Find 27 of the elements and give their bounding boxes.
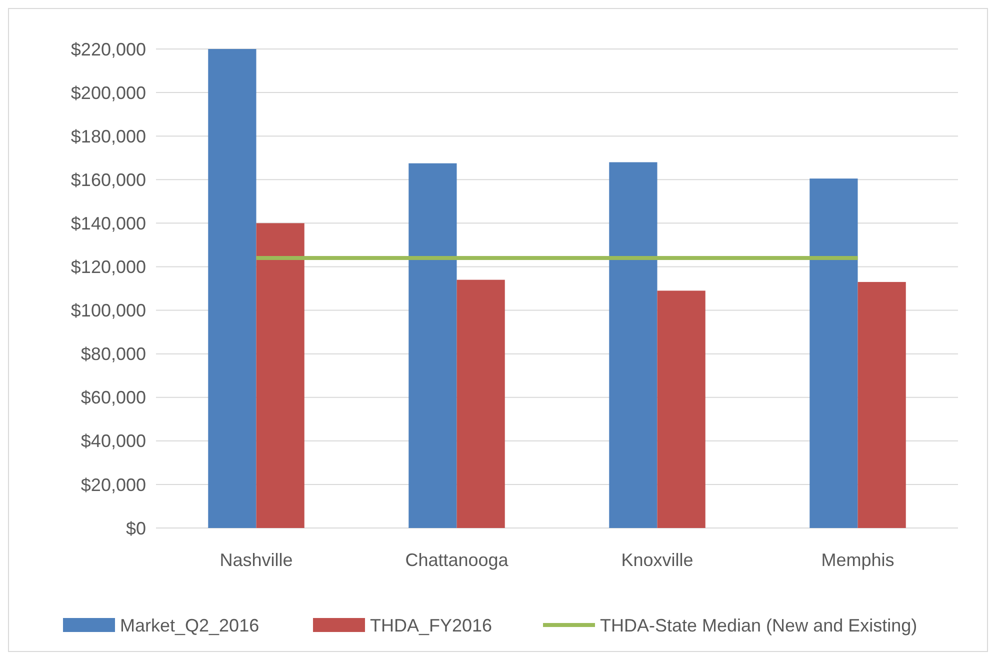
x-tick-label: Memphis: [821, 550, 894, 570]
bar: [256, 223, 304, 528]
bar: [858, 282, 906, 528]
x-tick-label: Nashville: [220, 550, 293, 570]
x-tick-label: Knoxville: [621, 550, 694, 570]
x-tick-label: Chattanooga: [405, 550, 510, 570]
y-tick-label: $120,000: [70, 257, 146, 278]
legend-label: THDA-State Median (New and Existing): [600, 615, 918, 636]
y-tick-label: $40,000: [80, 431, 146, 452]
legend-label: Market_Q2_2016: [120, 615, 260, 636]
bar: [408, 163, 457, 528]
bar: [208, 49, 256, 528]
y-tick-label: $80,000: [80, 344, 146, 364]
legend-label: THDA_FY2016: [370, 615, 492, 636]
y-tick-label: $100,000: [70, 300, 146, 321]
y-tick-label: $60,000: [80, 388, 146, 408]
bar: [810, 178, 858, 528]
bar: [609, 162, 658, 528]
y-tick-label: $200,000: [70, 82, 146, 103]
y-tick-label: $140,000: [70, 213, 146, 234]
y-tick-label: $220,000: [70, 39, 146, 60]
y-tick-label: $20,000: [80, 474, 146, 495]
y-tick-label: $0: [126, 518, 146, 538]
bar: [456, 280, 505, 528]
y-tick-label: $160,000: [70, 170, 146, 190]
bar: [657, 290, 706, 528]
y-tick-label: $180,000: [70, 126, 146, 146]
